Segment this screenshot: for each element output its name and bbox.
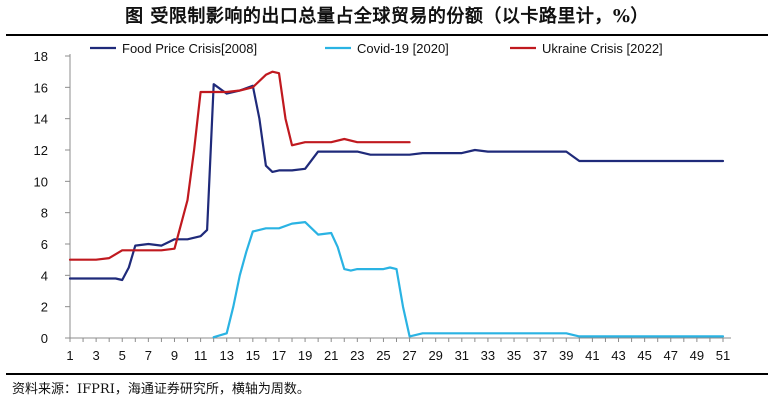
x-tick-label: 51 <box>716 348 730 363</box>
x-tick-label: 47 <box>664 348 678 363</box>
legend-label-1: Covid-19 [2020] <box>357 41 449 56</box>
series-line-0 <box>68 83 725 282</box>
y-tick-label: 8 <box>41 206 48 221</box>
y-tick-label: 16 <box>34 80 48 95</box>
chart-title: 图 受限制影响的出口总量占全球贸易的份额（以卡路里计，%） <box>125 6 649 27</box>
x-tick-label: 5 <box>119 348 126 363</box>
legend-label-0: Food Price Crisis[2008] <box>122 41 257 56</box>
series-layer <box>68 70 725 339</box>
x-tick-label: 15 <box>246 348 260 363</box>
y-tick-label: 2 <box>41 300 48 315</box>
x-tick-label: 35 <box>507 348 521 363</box>
x-tick-label: 39 <box>559 348 573 363</box>
top-rule <box>6 34 768 36</box>
x-tick-label: 17 <box>272 348 286 363</box>
bottom-rule <box>6 373 768 375</box>
x-tick-label: 25 <box>376 348 390 363</box>
x-tick-label: 11 <box>194 348 208 363</box>
y-tick-label: 10 <box>34 174 48 189</box>
x-tick-label: 21 <box>324 348 338 363</box>
x-tick-label: 41 <box>585 348 599 363</box>
y-tick-label: 6 <box>41 237 48 252</box>
x-tick-label: 31 <box>455 348 469 363</box>
y-tick-label: 12 <box>34 143 48 158</box>
x-tick-label: 3 <box>93 348 100 363</box>
x-tick-label: 49 <box>690 348 704 363</box>
x-tick-label: 29 <box>428 348 442 363</box>
x-tick-label: 9 <box>171 348 178 363</box>
x-tick-label: 1 <box>66 348 73 363</box>
legend-label-2: Ukraine Crisis [2022] <box>542 41 663 56</box>
series-line-2 <box>68 70 411 261</box>
x-tick-label: 19 <box>298 348 312 363</box>
x-tick-label: 23 <box>350 348 364 363</box>
x-tick-label: 7 <box>145 348 152 363</box>
x-tick-label: 27 <box>402 348 416 363</box>
y-tick-label: 4 <box>41 268 48 283</box>
y-tick-label: 0 <box>41 331 48 346</box>
x-tick-label: 45 <box>637 348 651 363</box>
x-tick-label: 13 <box>219 348 233 363</box>
y-tick-label: 14 <box>34 112 48 127</box>
source-note: 资料来源：IFPRI，海通证券研究所，横轴为周数。 <box>12 382 310 397</box>
x-tick-label: 37 <box>533 348 547 363</box>
x-tick-label: 33 <box>481 348 495 363</box>
y-tick-label: 18 <box>34 49 48 64</box>
series-line-1 <box>212 221 725 339</box>
x-tick-label: 43 <box>611 348 625 363</box>
legend: Food Price Crisis[2008] Covid-19 [2020] Uk… <box>90 41 663 56</box>
